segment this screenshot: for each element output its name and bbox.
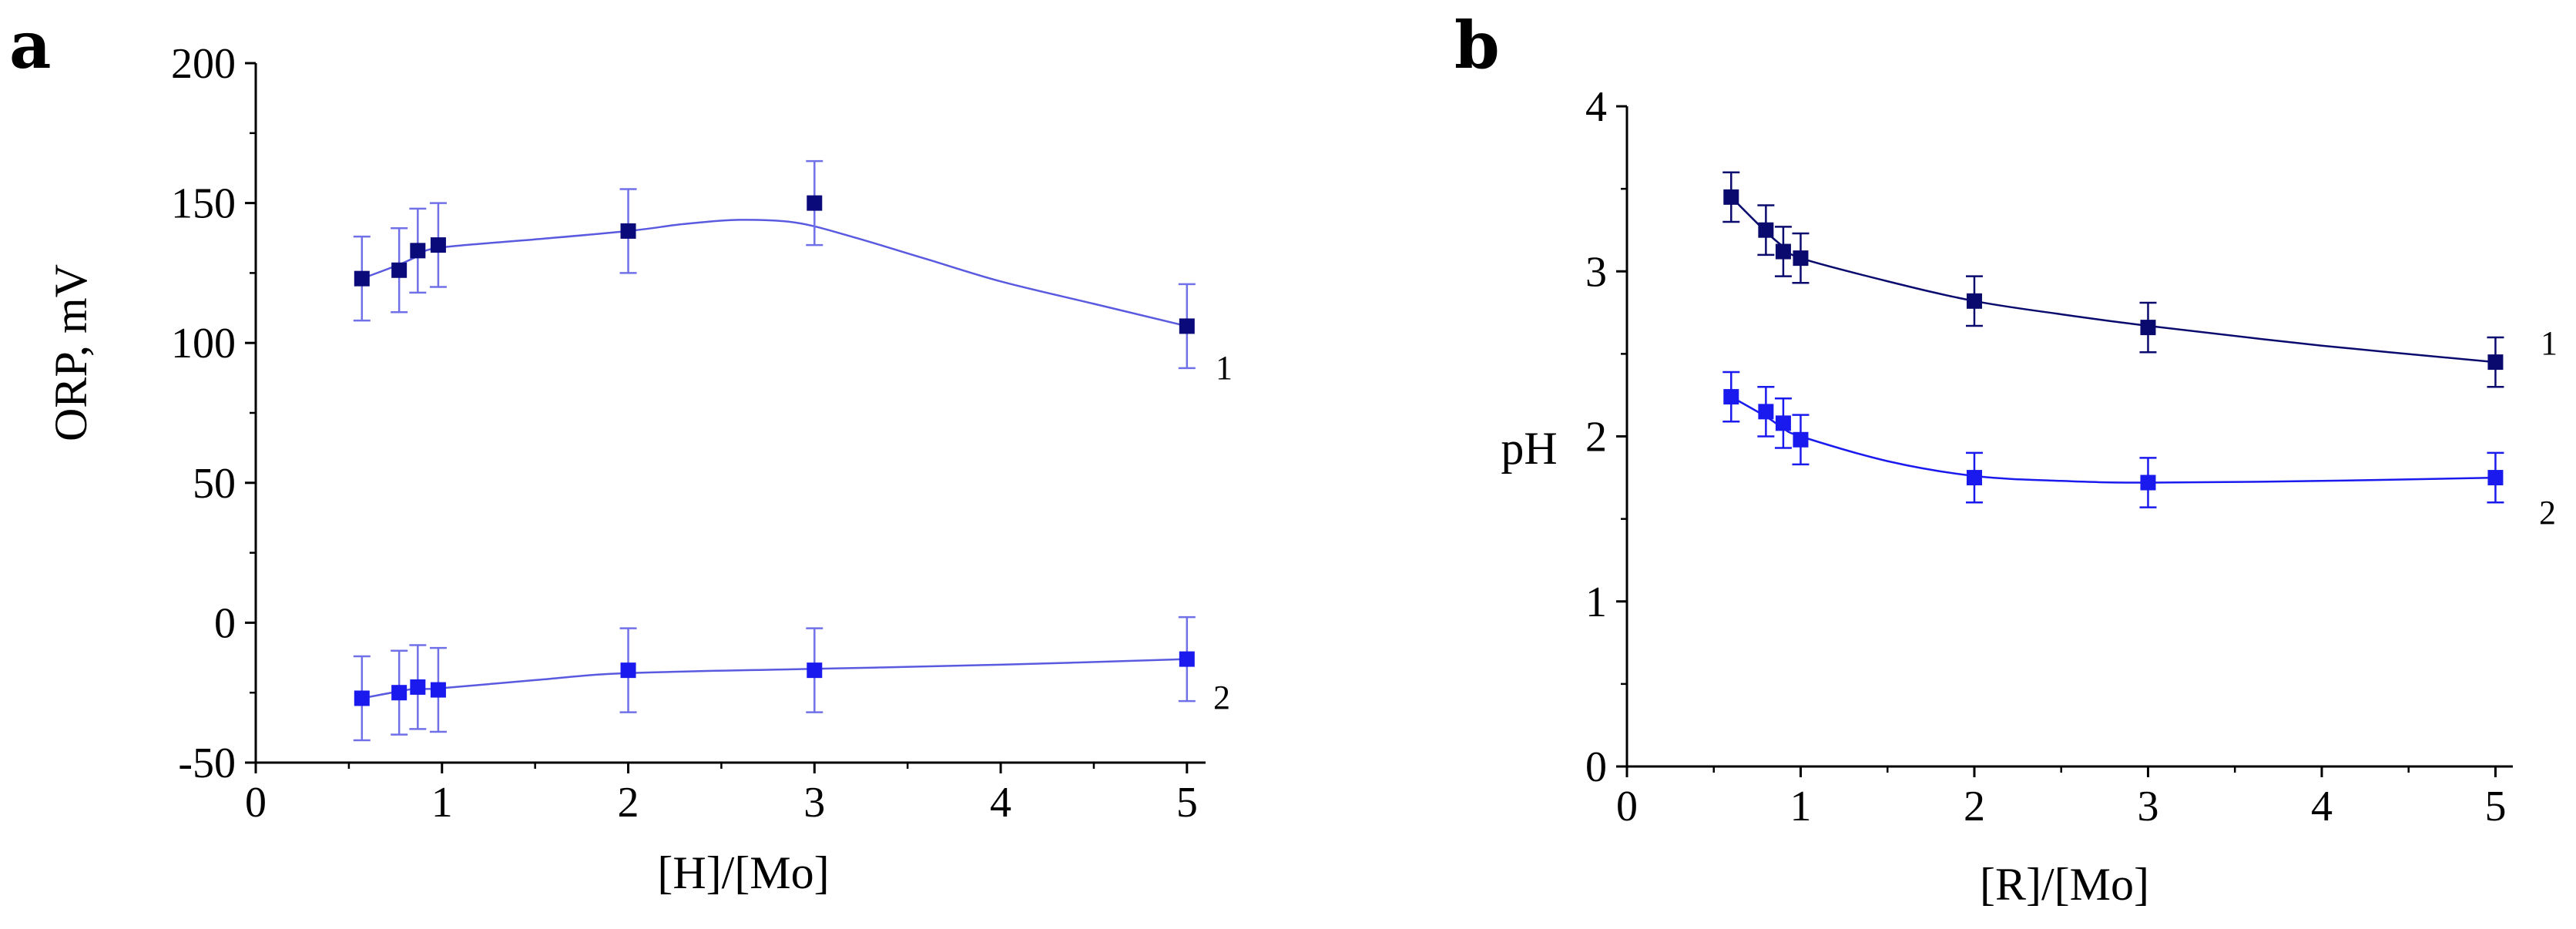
panel-b-series-1-fit-line — [1730, 196, 2496, 364]
panel-a-series-1-point — [391, 262, 408, 278]
panel-b-label: b — [1454, 7, 1500, 83]
panel-b-y-tick-label: 0 — [1585, 743, 1607, 791]
panel-b-series-2-fit-line — [1730, 396, 2496, 484]
panel-a-series-2-point — [807, 662, 823, 679]
panel-a-series-2-fit-line — [361, 658, 1187, 699]
panel-b-error-bars — [1722, 171, 2504, 508]
panel-b-y-tick-label: 4 — [1585, 83, 1607, 131]
panel-b-series-2-point — [1723, 389, 1739, 405]
panel-b: b 0 1 2 3 4 5 0 1 2 3 4 pH [R]/[Mo] 1 2 — [1454, 7, 2558, 910]
panel-b-series-1-point — [2487, 354, 2504, 371]
panel-b-series-1-point — [1723, 189, 1739, 205]
panel-b-series-2-point — [2140, 475, 2156, 491]
panel-b-x-tick-label: 2 — [1964, 783, 1985, 830]
panel-a-series-2-point — [430, 682, 446, 698]
panel-a-series-1-point — [354, 270, 370, 287]
panel-a-series-2-point — [354, 690, 370, 706]
panel-b-data-points — [1723, 189, 2504, 491]
panel-b-x-tick-label: 4 — [2311, 783, 2333, 830]
panel-b-series-1-point — [1758, 222, 1774, 238]
panel-a-y-tick-label: 200 — [171, 40, 236, 88]
panel-a-x-tick-label: 3 — [803, 779, 825, 827]
panel-a-x-tick-label: 5 — [1176, 779, 1198, 827]
panel-b-series-1-point — [1966, 293, 1982, 309]
panel-a-data-points — [354, 195, 1195, 706]
panel-a-series-1-point — [807, 195, 823, 211]
panel-a-series-2-label: 2 — [1213, 679, 1230, 716]
panel-a-series-1-point — [620, 223, 636, 239]
panel-b-fit-lines — [1730, 196, 2496, 484]
panel-a-series-1-point — [410, 243, 426, 259]
panel-a-x-tick-label: 1 — [431, 779, 453, 827]
panel-b-series-2-point — [1966, 470, 1982, 486]
panel-b-series-1-point — [2140, 320, 2156, 336]
panel-a-error-bars — [353, 159, 1196, 742]
panel-b-y-tick-label: 2 — [1585, 414, 1607, 461]
panel-b-series-2-label: 2 — [2539, 494, 2556, 532]
panel-a-series-1-point — [1179, 318, 1195, 334]
panel-a-series-1-label: 1 — [1216, 349, 1233, 387]
panel-a-x-tick-label: 0 — [245, 779, 267, 827]
panel-a-series-1-fit-line — [361, 219, 1188, 327]
panel-a-series-2-point — [410, 679, 426, 695]
panel-a-y-axis-title: ORP, mV — [45, 264, 96, 441]
panel-a-x-axis-title: [H]/[Mo] — [657, 847, 829, 898]
panel-b-series-2-point — [1758, 404, 1774, 420]
panel-a-y-tick-label: -50 — [178, 740, 236, 787]
panel-b-series-2-point — [1793, 431, 1809, 448]
panel-a-y-tick-label: 100 — [171, 320, 236, 367]
panel-a-series-2-point — [1179, 651, 1195, 667]
panel-a-x-tick-label: 2 — [618, 779, 639, 827]
panel-b-x-tick-label: 1 — [1789, 783, 1811, 830]
panel-a-y-tick-label: 0 — [214, 599, 236, 647]
panel-a-y-tick-label: 150 — [171, 180, 236, 228]
panel-b-x-tick-label: 0 — [1616, 783, 1638, 830]
panel-a-x-tick-label: 4 — [990, 779, 1011, 827]
panel-b-series-2-point — [1775, 415, 1791, 431]
panel-b-series-2-point — [2487, 470, 2504, 486]
panel-a-series-2-point — [620, 662, 636, 679]
panel-a-y-tick-label: 50 — [193, 460, 236, 508]
panel-b-x-tick-label: 3 — [2137, 783, 2158, 830]
panel-a-series-1-point — [430, 237, 446, 253]
panel-b-y-axis-title: pH — [1501, 423, 1557, 474]
panel-b-series-1-point — [1775, 243, 1791, 260]
panel-a-series-2-point — [391, 685, 408, 701]
panel-b-x-axis-title: [R]/[Mo] — [1980, 859, 2149, 910]
panel-b-series-1-label: 1 — [2541, 324, 2558, 362]
panel-a-label: a — [9, 7, 51, 83]
panel-b-ticks: 0 1 2 3 4 5 0 1 2 3 4 — [1585, 83, 2506, 830]
panel-b-series-1-point — [1793, 250, 1809, 267]
panel-b-y-tick-label: 3 — [1585, 248, 1607, 296]
panel-b-y-tick-label: 1 — [1585, 579, 1607, 626]
panel-a-fit-lines — [361, 219, 1188, 699]
panel-b-x-tick-label: 5 — [2484, 783, 2506, 830]
